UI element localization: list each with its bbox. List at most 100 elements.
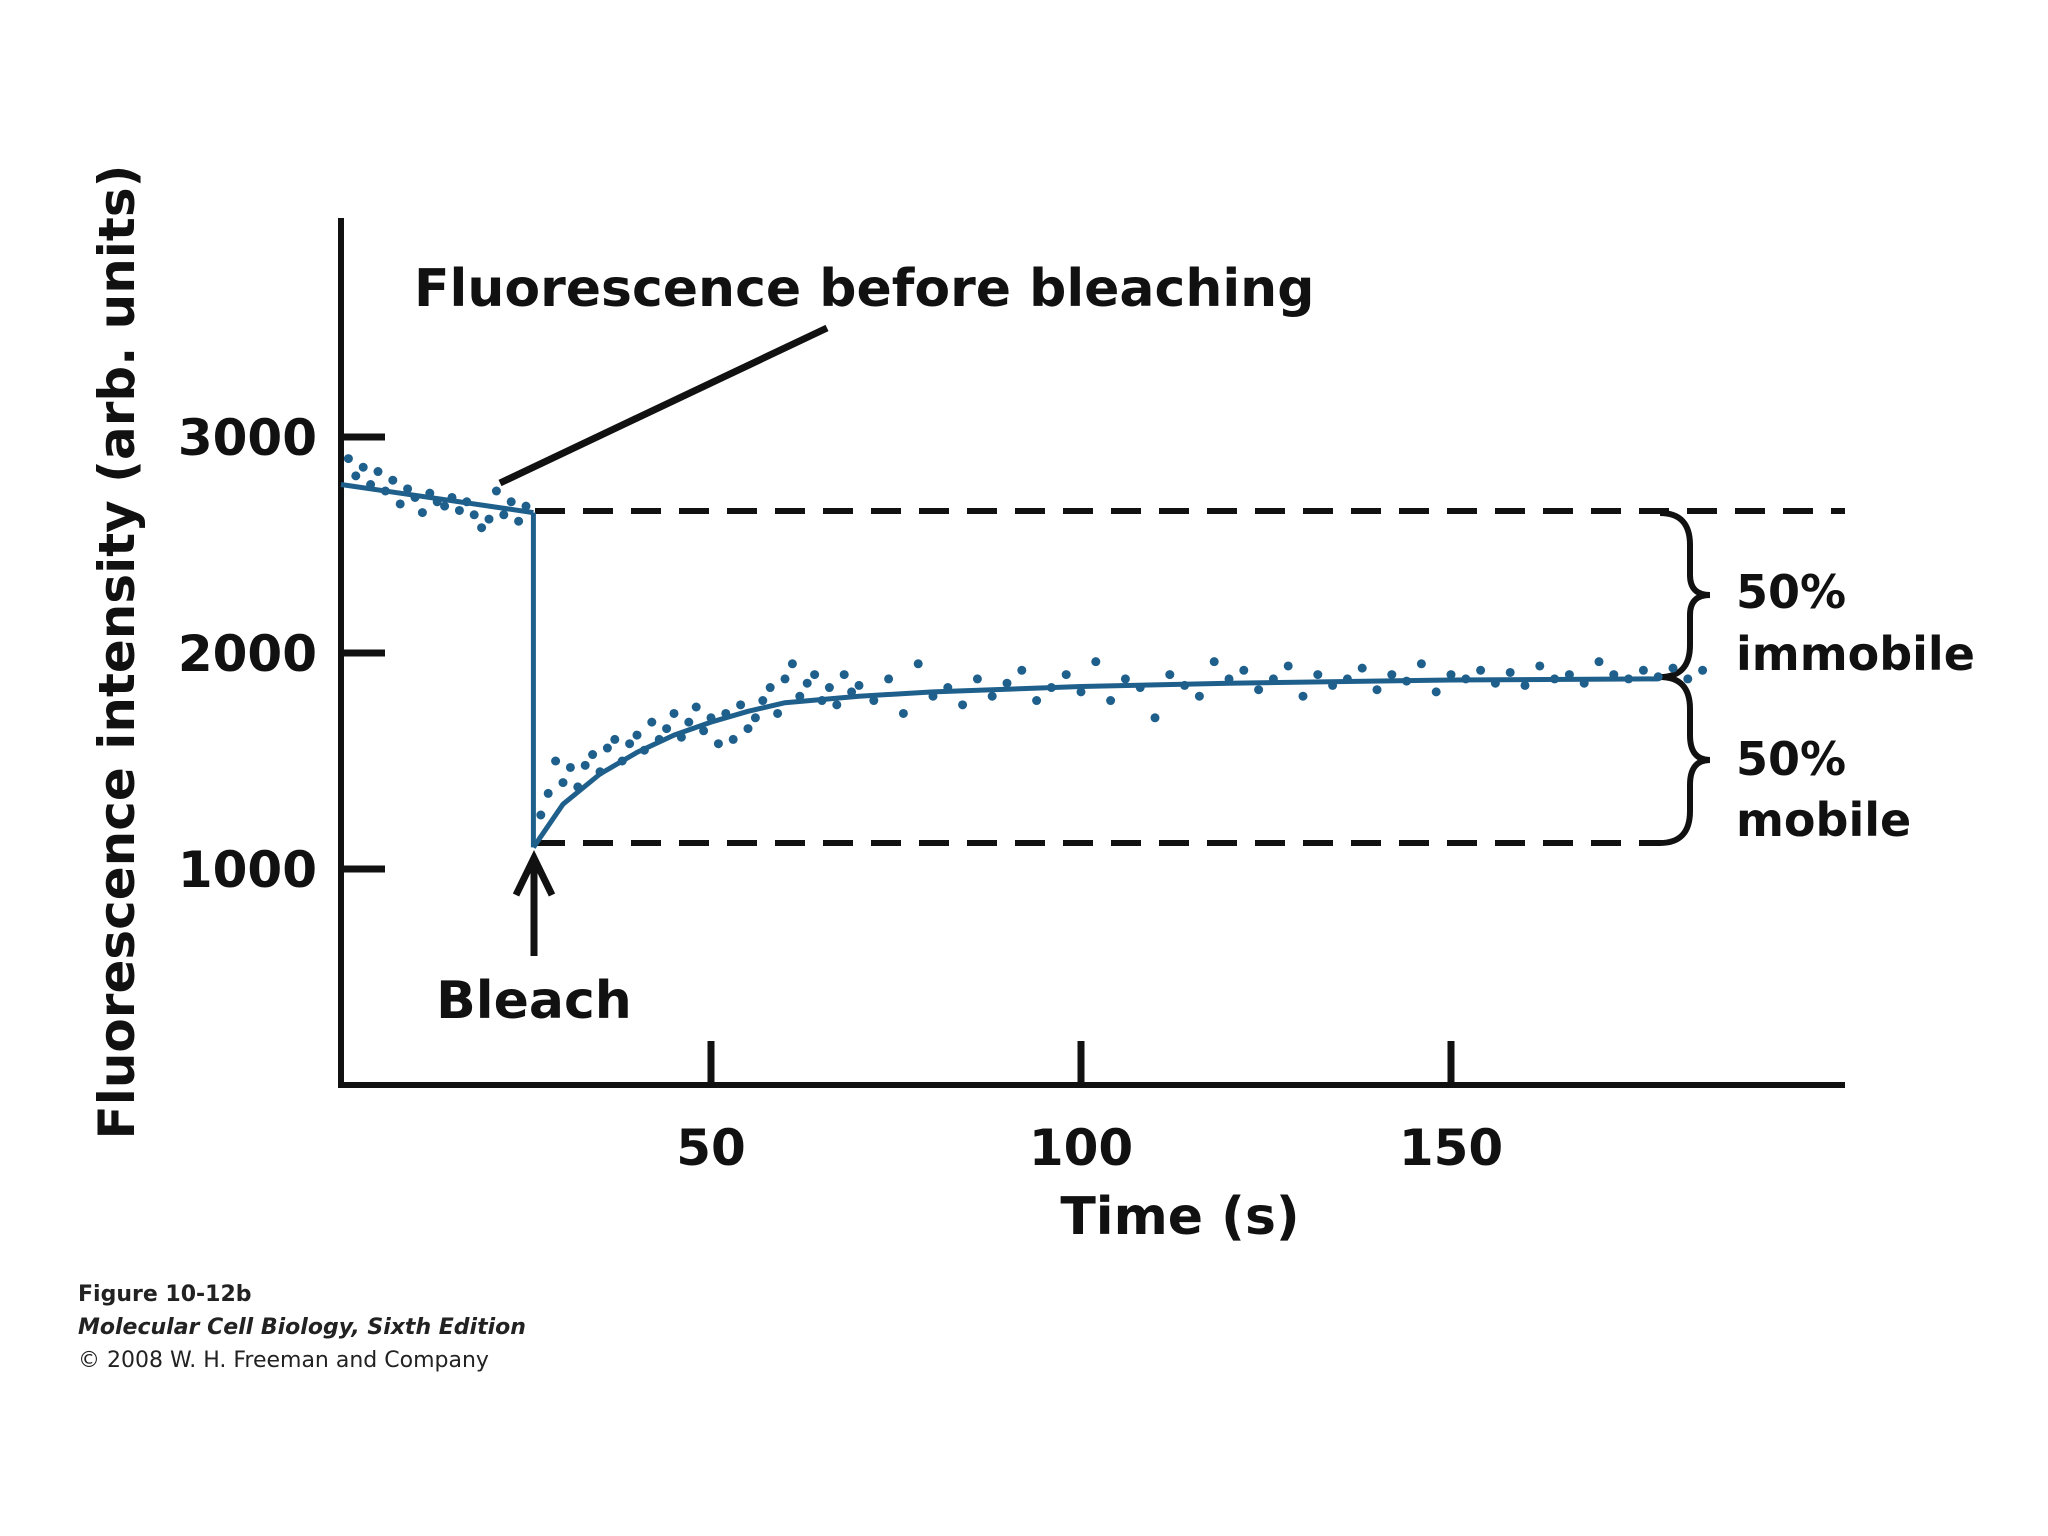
data-point <box>373 467 383 477</box>
data-point <box>1535 661 1545 671</box>
data-point <box>625 739 635 749</box>
data-point <box>536 810 546 820</box>
book-title: Molecular Cell Biology, Sixth Edition <box>78 1315 526 1340</box>
data-point <box>1431 687 1441 697</box>
data-point <box>1476 665 1486 675</box>
annotation-pointer-line <box>498 324 829 487</box>
fit-lines <box>340 482 1659 849</box>
data-point <box>854 680 864 690</box>
data-point <box>691 702 701 712</box>
x-tick-label: 50 <box>676 1119 746 1177</box>
data-point <box>1372 685 1382 695</box>
pre-bleach-fit-line <box>340 482 534 516</box>
data-point <box>1076 687 1086 697</box>
data-point <box>454 505 464 515</box>
data-point <box>395 499 405 509</box>
annotation-bleach: Bleach <box>436 971 632 1031</box>
data-point <box>521 501 531 511</box>
data-point <box>1002 678 1012 688</box>
data-point <box>765 683 775 693</box>
data-point <box>810 670 820 680</box>
data-point <box>728 734 738 744</box>
annotation-mobile-label: mobile <box>1736 793 1911 847</box>
data-point <box>358 462 368 472</box>
data-point <box>780 674 790 684</box>
data-point <box>1683 674 1693 684</box>
data-point <box>440 501 450 511</box>
data-point <box>1387 670 1397 680</box>
data-point <box>1091 657 1101 667</box>
data-point <box>684 717 694 727</box>
data-point <box>1638 665 1648 675</box>
data-point <box>417 508 427 518</box>
data-point <box>602 743 612 753</box>
data-point <box>773 708 783 718</box>
data-point <box>972 674 982 684</box>
data-point <box>477 523 487 533</box>
data-point <box>610 734 620 744</box>
data-point <box>713 739 723 749</box>
data-point <box>580 760 590 770</box>
data-point <box>499 510 509 520</box>
recovery-fit-curve <box>531 676 1659 849</box>
annotation-immobile-label: immobile <box>1736 627 1975 681</box>
y-tick-label: 2000 <box>178 625 317 683</box>
data-point <box>832 700 842 710</box>
data-point <box>847 687 857 697</box>
data-point <box>787 659 797 669</box>
data-point <box>558 778 568 788</box>
data-point <box>403 484 413 494</box>
annotation-before-bleaching: Fluorescence before bleaching <box>414 259 1314 319</box>
figure-caption: Figure 10-12b Molecular Cell Biology, Si… <box>78 1278 526 1377</box>
data-point <box>1313 670 1323 680</box>
data-point <box>632 730 642 740</box>
data-point <box>588 750 598 760</box>
data-point <box>1564 670 1574 680</box>
data-point <box>958 700 968 710</box>
data-point <box>1017 665 1027 675</box>
data-point <box>469 510 479 520</box>
data-point <box>824 683 834 693</box>
data-point <box>1298 691 1308 701</box>
data-point <box>1446 670 1456 680</box>
data-point <box>736 700 746 710</box>
data-point <box>491 486 501 496</box>
data-point <box>1505 667 1515 677</box>
data-point <box>1668 663 1678 673</box>
x-axis-label: Time (s) <box>1060 1187 1299 1247</box>
data-point <box>1698 665 1708 675</box>
x-tick-label: 100 <box>1029 1119 1133 1177</box>
data-point <box>551 756 561 766</box>
annotation-mobile-percent: 50% <box>1736 732 1846 786</box>
data-point <box>1254 685 1264 695</box>
mobile-brace <box>1659 674 1711 846</box>
y-axis-label: Fluorescence intensity (arb. units) <box>88 165 146 1140</box>
figure-number: Figure 10-12b <box>78 1282 252 1307</box>
data-point <box>987 691 997 701</box>
data-point <box>1106 696 1116 706</box>
data-point <box>565 762 575 772</box>
data-point <box>1283 661 1293 671</box>
data-point <box>839 670 849 680</box>
y-tick-label: 3000 <box>178 409 317 467</box>
data-point <box>669 708 679 718</box>
data-point <box>351 471 361 481</box>
data-point <box>1150 713 1160 723</box>
data-point <box>506 497 516 507</box>
data-point <box>543 788 553 798</box>
data-point <box>898 708 908 718</box>
annotation-immobile-percent: 50% <box>1736 565 1846 619</box>
data-point <box>802 678 812 688</box>
bleach-arrow-head <box>512 849 556 897</box>
data-point <box>758 696 768 706</box>
copyright-line: © 2008 W. H. Freeman and Company <box>78 1348 489 1373</box>
data-point <box>1120 674 1130 684</box>
data-point <box>913 659 923 669</box>
data-point <box>388 475 398 485</box>
data-point <box>1194 691 1204 701</box>
data-point <box>1357 663 1367 673</box>
data-point <box>795 691 805 701</box>
data-point <box>647 717 657 727</box>
immobile-brace <box>1659 510 1711 680</box>
